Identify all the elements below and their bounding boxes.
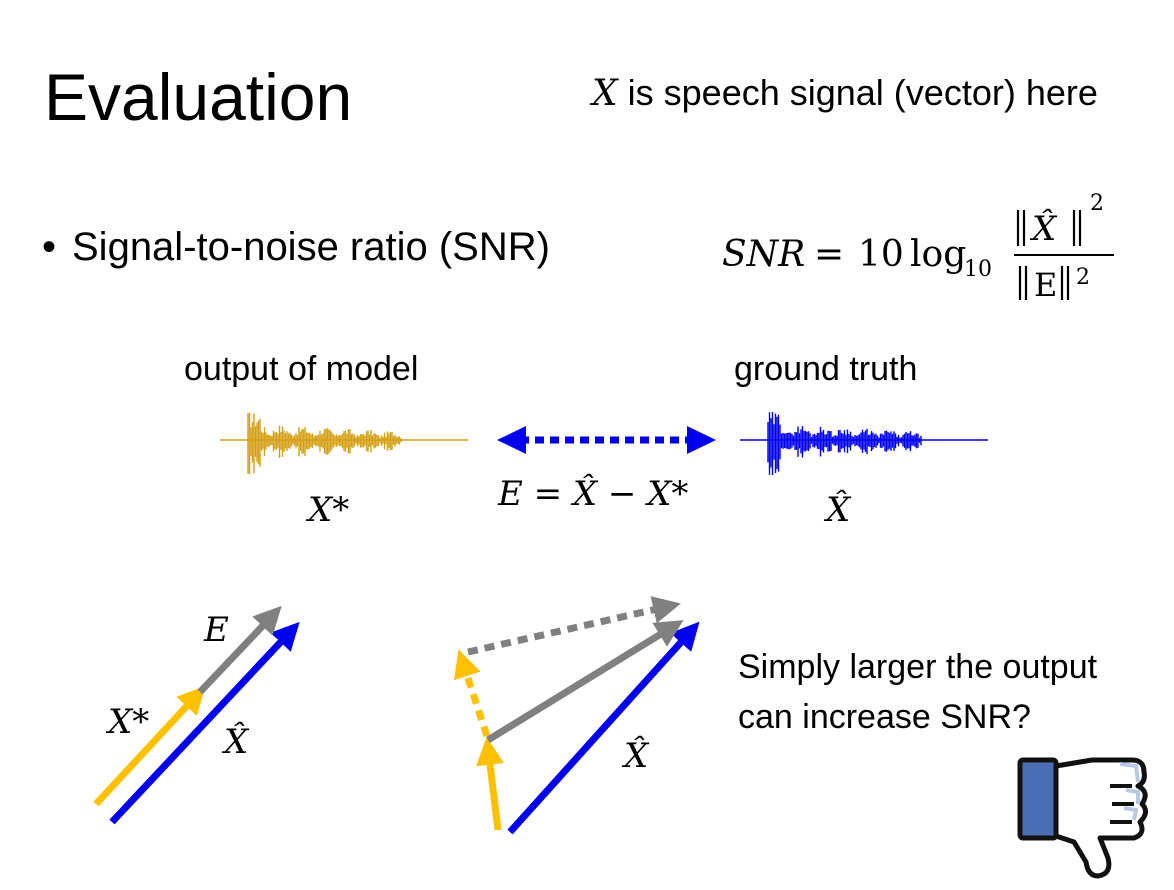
bullet-dot-icon: • [42, 225, 57, 269]
left-label-e: E [204, 610, 229, 650]
arrow-left-head-icon [497, 426, 526, 454]
output-of-model-label: output of model [184, 350, 419, 388]
top-note-text: is speech signal (vector) here [627, 72, 1098, 113]
formula-numerator-exp: 2 [1090, 191, 1104, 216]
formula-log: log [910, 234, 966, 275]
right-error-vector [486, 620, 684, 743]
snr-formula: SNR = 10 log 10 X̂ 2 E 2 [722, 191, 1114, 304]
formula-log-base: 10 [964, 257, 992, 282]
question-text: Simply larger the output can increase SN… [738, 642, 1097, 742]
slide-title: Evaluation [44, 60, 353, 134]
right-vector-diagram [453, 596, 700, 835]
formula-numerator-var: X̂ [1029, 208, 1058, 249]
left-vector-diagram [93, 605, 300, 825]
right-xhat-vector [507, 621, 700, 835]
formula-denominator-var: E [1034, 266, 1057, 304]
ground-truth-symbol: X̂ [826, 490, 851, 530]
waveform-row [220, 412, 988, 475]
formula-coef: 10 [858, 234, 904, 275]
top-note-variable: X [592, 73, 618, 114]
left-label-xstar: X* [108, 702, 150, 742]
bullet-text: Signal-to-noise ratio (SNR) [72, 225, 550, 269]
right-scaled-error-vector [467, 596, 681, 656]
right-xstar-vector [476, 736, 504, 831]
left-label-xhat: X̂ [224, 722, 249, 762]
left-error-vector [197, 605, 282, 695]
formula-lhs: SNR [722, 234, 805, 275]
formula-denominator-exp: 2 [1076, 265, 1090, 290]
thumbs-down-icon [1017, 757, 1148, 879]
left-xstar-vector [93, 685, 206, 807]
ground-truth-waveform [740, 412, 988, 475]
question-line-1: Simply larger the output [738, 648, 1098, 686]
formula-equals: = [814, 234, 844, 275]
right-label-xhat: X̂ [624, 736, 649, 776]
error-equation: E = X̂ − X* [498, 474, 689, 514]
arrow-right-head-icon [687, 426, 716, 454]
question-line-2: can increase SNR? [738, 698, 1031, 736]
right-scaled-xstar-vector [453, 649, 491, 738]
bullet-snr: • Signal-to-noise ratio (SNR) [42, 225, 550, 270]
ground-truth-label: ground truth [734, 350, 918, 388]
output-waveform [220, 412, 468, 475]
left-xhat-vector [109, 621, 300, 825]
top-note: X is speech signal (vector) here [592, 72, 1098, 114]
output-symbol: X* [308, 490, 350, 530]
